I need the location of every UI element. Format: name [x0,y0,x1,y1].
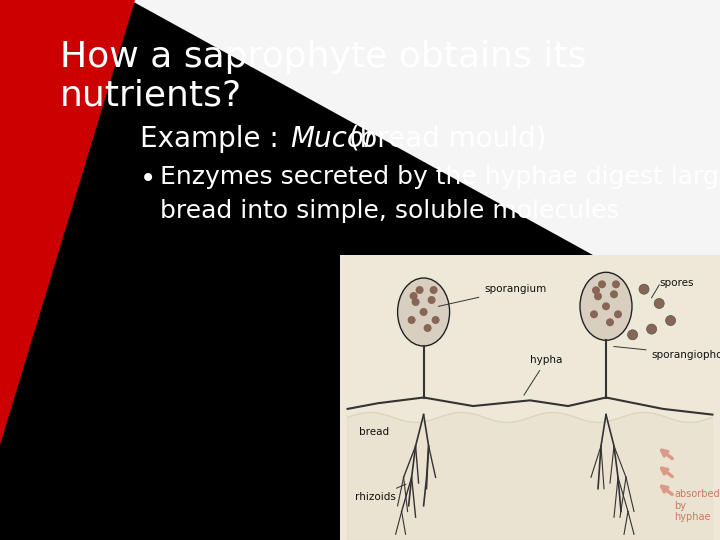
Text: sporangiophore: sporangiophore [613,347,720,360]
Ellipse shape [397,278,449,346]
Circle shape [654,299,665,308]
Text: hypha: hypha [524,355,562,395]
Circle shape [410,292,418,300]
Text: absorbed
by
hyphae: absorbed by hyphae [675,489,720,522]
Circle shape [431,316,440,324]
Text: spores: spores [660,279,693,288]
Text: How a saprophyte obtains its: How a saprophyte obtains its [60,40,586,74]
Circle shape [665,315,675,326]
Circle shape [612,280,620,288]
Circle shape [602,302,610,310]
Circle shape [614,310,622,318]
Circle shape [428,296,436,304]
Circle shape [592,286,600,294]
Circle shape [639,284,649,294]
Circle shape [415,286,423,294]
FancyBboxPatch shape [340,255,720,540]
Text: rhizoids: rhizoids [355,484,406,502]
Polygon shape [348,413,712,540]
Circle shape [647,324,657,334]
Text: sporangium: sporangium [438,284,546,306]
Circle shape [412,298,420,306]
Circle shape [430,286,438,294]
Circle shape [590,310,598,318]
Ellipse shape [580,272,632,340]
Text: nutrients?: nutrients? [60,78,242,112]
Circle shape [606,318,614,326]
Polygon shape [130,0,720,325]
Text: (bread mould): (bread mould) [340,125,546,153]
Text: Enzymes secreted by the hyphae digest large molecules in: Enzymes secreted by the hyphae digest la… [160,165,720,189]
Text: •: • [140,165,156,193]
Circle shape [408,316,415,324]
Circle shape [420,308,428,316]
Circle shape [610,291,618,298]
Circle shape [423,324,431,332]
Circle shape [628,330,638,340]
Polygon shape [0,0,135,540]
Text: bread: bread [359,427,389,436]
Text: Mucor: Mucor [290,125,375,153]
Circle shape [598,280,606,288]
Text: bread into simple, soluble molecules: bread into simple, soluble molecules [160,199,619,223]
Circle shape [594,292,602,300]
Text: Example :: Example : [140,125,287,153]
